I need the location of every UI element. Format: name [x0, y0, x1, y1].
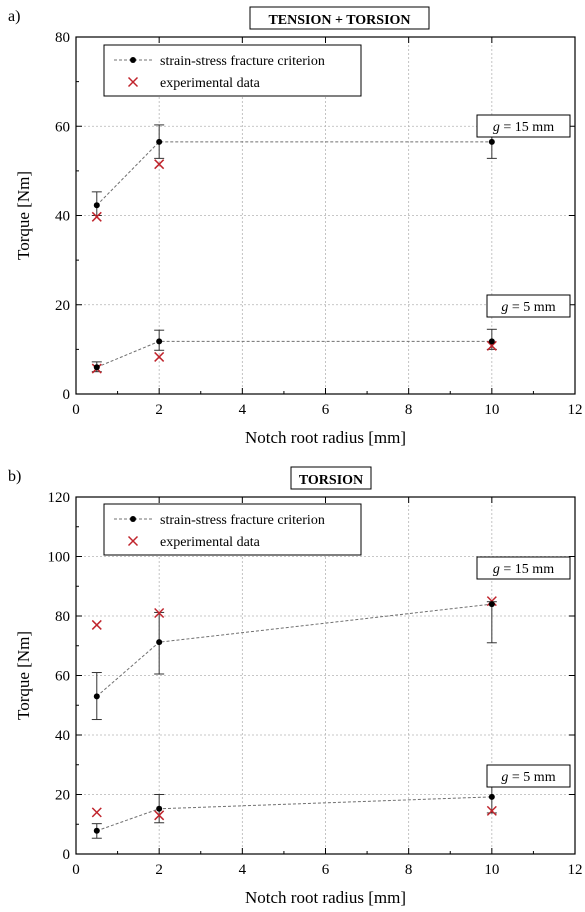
chart-a-criterion-point-1-0	[93, 364, 100, 371]
chart-a-xtick-label-8: 8	[405, 402, 413, 418]
chart-b-ytick-label-20: 20	[55, 788, 70, 804]
chart-b-cross-b	[486, 805, 497, 816]
chart-a-title-box	[249, 6, 430, 30]
chart-b-xtick-label-4: 4	[239, 862, 247, 878]
chart-b-experimental-point-1-0	[91, 807, 102, 818]
chart-b-xtick-label-8: 8	[405, 862, 413, 878]
chart-b-criterion-point-1-1	[156, 805, 163, 812]
chart-panel-b: b) TORSION 0 2 4 6 8 10 12 0 20 40 60 80 100 120 Notch r…	[0, 456, 585, 912]
chart-b-cross-b	[154, 810, 165, 821]
chart-b-ylabel: Torque [Nm]	[14, 631, 33, 720]
chart-b-criterion-point-0-2	[488, 601, 495, 608]
chart-b-legend-cross-b	[127, 535, 139, 547]
chart-a-title: TENSION + TORSION	[268, 13, 410, 28]
chart-a-cross-b	[154, 351, 165, 362]
chart-b-xtick-label-10: 10	[484, 862, 499, 878]
chart-a-xtick-label-6: 6	[322, 402, 330, 418]
chart-b-ytick-label-100: 100	[48, 550, 71, 566]
chart-a-annotation-0: g = 15 mm	[493, 120, 554, 135]
chart-b-experimental-point-1-1	[154, 810, 165, 821]
chart-b-legend-dot-sample	[130, 516, 136, 522]
chart-b-cross-b	[154, 607, 165, 619]
chart-a-experimental-point-0-1	[154, 159, 165, 170]
chart-b-annotation-1: g = 5 mm	[501, 770, 555, 785]
chart-b-ytick-label-0: 0	[63, 847, 71, 863]
chart-a-panel-label: a)	[8, 8, 20, 25]
chart-a-xtick-label-2: 2	[155, 402, 163, 418]
chart-b-ytick-label-120: 120	[48, 490, 71, 506]
chart-a-legend-box	[103, 44, 362, 97]
chart-a-criterion-point-0-1	[156, 138, 163, 145]
chart-panel-a: a) TENSION + TORSION 0 2 4 6 8 10 12 0 20 40 60 80 Not…	[8, 6, 583, 447]
chart-b-annotation-0: g = 15 mm	[493, 562, 554, 577]
chart-a-cross-b	[154, 159, 165, 170]
chart-a-annotation-1: g = 5 mm	[501, 300, 555, 315]
chart-a-annotation-box-0	[476, 114, 571, 138]
chart-b-criterion-point-0-0	[93, 693, 100, 700]
chart-a-ylabel: Torque [Nm]	[14, 171, 33, 260]
chart-a-experimental-point-1-1	[154, 351, 165, 362]
chart-a-legend-label-experimental: experimental data	[160, 76, 261, 91]
chart-b-legend-box	[103, 503, 362, 556]
chart-a-criterion-point-0-0	[93, 202, 100, 209]
chart-b-xtick-label-6: 6	[322, 862, 330, 878]
chart-a-ytick-label-40: 40	[55, 209, 70, 225]
chart-b-xtick-label-0: 0	[72, 862, 80, 878]
chart-a-ytick-label-20: 20	[55, 298, 70, 314]
chart-b-cross-b	[91, 807, 102, 818]
chart-b-criterion-point-1-0	[93, 827, 100, 834]
chart-b-criterion-line-1	[96, 796, 492, 832]
chart-a-legend-cross-b	[127, 76, 139, 88]
chart-a-xtick-label-4: 4	[239, 402, 247, 418]
chart-a-svg: a) TENSION + TORSION 0 2 4 6 8 10 12 0 20 40 60 80 Not…	[8, 6, 583, 447]
chart-b-criterion-point-0-1	[156, 639, 163, 646]
chart-a-cross-b	[91, 211, 102, 222]
chart-b-title: TORSION	[299, 473, 363, 488]
chart-a-criterion-point-1-2	[488, 338, 495, 345]
chart-a-ytick-label-60: 60	[55, 119, 70, 135]
chart-b-title-box	[290, 466, 372, 490]
chart-a-criterion-point-0-2	[488, 138, 495, 145]
chart-b-annotation-box-0	[476, 556, 571, 580]
chart-a-experimental-point-1-2	[486, 340, 497, 351]
chart-a-legend-label-criterion: strain-stress fracture criterion	[160, 54, 325, 69]
chart-a-ytick-label-80: 80	[55, 30, 70, 46]
chart-a-experimental-point-0-0	[91, 211, 102, 222]
chart-a-xtick-label-10: 10	[484, 402, 499, 418]
chart-b-legend-label-criterion: strain-stress fracture criterion	[160, 513, 325, 528]
chart-b-experimental-point-0-0	[91, 619, 102, 630]
chart-a-xtick-label-0: 0	[72, 402, 80, 418]
chart-b-xlabel: Notch root radius [mm]	[245, 888, 406, 907]
chart-b-criterion-line-0	[96, 603, 492, 697]
chart-a-criterion-point-1-1	[156, 338, 163, 345]
chart-b-xtick-label-2: 2	[155, 862, 163, 878]
chart-a-annotation-box-1	[486, 294, 571, 318]
chart-b-ytick-label-40: 40	[55, 728, 70, 744]
chart-b-xtick-label-12: 12	[568, 862, 583, 878]
chart-b-ytick-label-60: 60	[55, 669, 70, 685]
chart-b-annotation-box-1	[486, 764, 571, 788]
chart-a-criterion-line-0	[96, 141, 492, 206]
chart-a-xlabel: Notch root radius [mm]	[245, 428, 406, 447]
chart-b-ytick-label-80: 80	[55, 609, 70, 625]
chart-a-legend-dot-sample	[130, 57, 136, 63]
chart-a-cross-b	[486, 340, 497, 351]
chart-b-cross-b	[91, 619, 102, 630]
chart-b-legend-label-experimental: experimental data	[160, 535, 261, 550]
chart-a-ytick-label-0: 0	[63, 387, 71, 403]
chart-a-xtick-label-12: 12	[568, 402, 583, 418]
chart-b-experimental-point-0-1	[154, 607, 165, 619]
chart-b-criterion-point-1-2	[488, 793, 495, 800]
chart-b-panel-label: b)	[8, 468, 21, 485]
chart-b-experimental-point-1-2	[486, 805, 497, 816]
